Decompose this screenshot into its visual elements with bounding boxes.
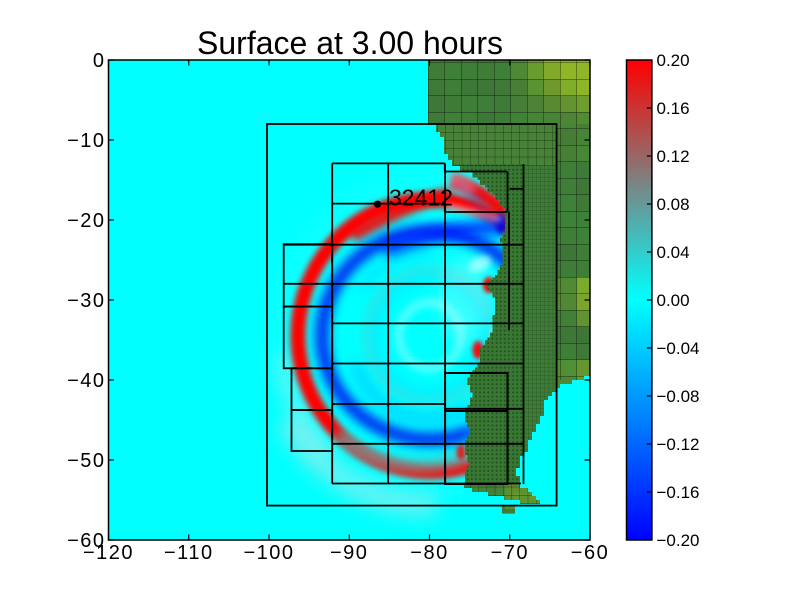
svg-text:−60: −60 (571, 542, 609, 564)
svg-text:−110: −110 (164, 542, 214, 564)
svg-text:Surface at 3.00 hours: Surface at 3.00 hours (197, 25, 503, 61)
svg-text:−90: −90 (330, 542, 368, 564)
svg-text:−50: −50 (67, 450, 105, 472)
svg-text:−20: −20 (67, 210, 105, 232)
svg-text:0.00: 0.00 (657, 291, 690, 310)
svg-text:−60: −60 (67, 530, 105, 552)
svg-text:0.12: 0.12 (657, 147, 690, 166)
svg-text:0.04: 0.04 (657, 243, 690, 262)
svg-text:−70: −70 (491, 542, 529, 564)
svg-text:−80: −80 (410, 542, 448, 564)
svg-text:−120: −120 (83, 542, 134, 564)
svg-text:−0.04: −0.04 (657, 339, 700, 358)
svg-text:0: 0 (93, 50, 106, 72)
svg-text:−0.16: −0.16 (657, 483, 700, 502)
svg-text:−10: −10 (67, 130, 105, 152)
svg-text:−30: −30 (67, 290, 105, 312)
svg-text:0.16: 0.16 (657, 99, 690, 118)
svg-text:−0.12: −0.12 (657, 435, 700, 454)
svg-text:−0.08: −0.08 (657, 387, 700, 406)
svg-text:0.20: 0.20 (657, 51, 690, 70)
svg-text:32412: 32412 (389, 185, 453, 211)
svg-text:−0.20: −0.20 (657, 531, 700, 550)
svg-text:−100: −100 (243, 542, 294, 564)
svg-text:−40: −40 (67, 370, 105, 392)
svg-text:0.08: 0.08 (657, 195, 690, 214)
